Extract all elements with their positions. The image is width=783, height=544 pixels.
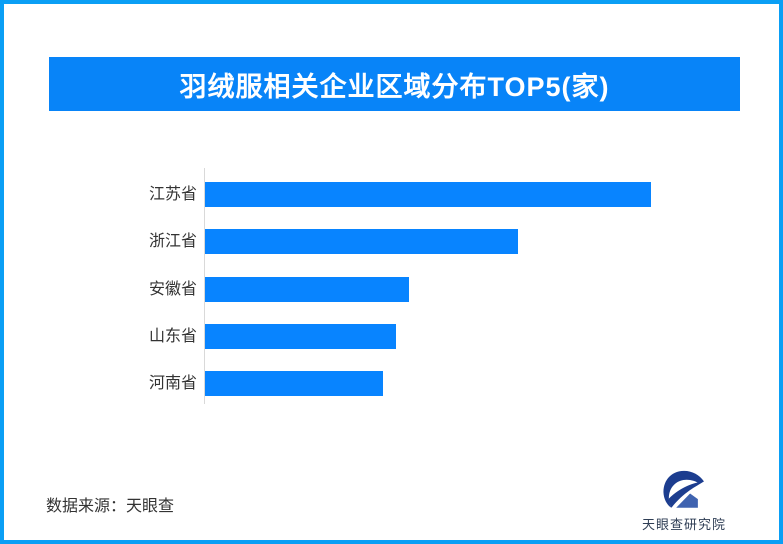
tianyancha-logo: 天眼查研究院 <box>629 468 739 533</box>
category-label: 浙江省 <box>148 233 197 251</box>
category-label: 山东省 <box>148 327 197 345</box>
bar <box>205 323 396 349</box>
y-axis-line <box>204 168 205 404</box>
bar-row: 安徽省 <box>4 276 779 302</box>
category-label: 江苏省 <box>148 186 197 203</box>
bar <box>205 276 409 302</box>
bar <box>205 182 651 207</box>
bar-row: 河南省 <box>4 371 779 397</box>
bar <box>205 229 518 255</box>
bar <box>205 371 383 397</box>
chart-title-banner: 羽绒服相关企业区域分布TOP5(家) <box>49 57 740 111</box>
category-label: 安徽省 <box>148 280 197 298</box>
category-label: 河南省 <box>148 375 197 393</box>
chart-title: 羽绒服相关企业区域分布TOP5(家) <box>179 71 610 102</box>
bar-row: 山东省 <box>4 323 779 349</box>
tianyancha-logo-icon <box>663 470 704 508</box>
bar-chart: 江苏省浙江省安徽省山东省河南省 <box>4 168 779 404</box>
bar-row: 浙江省 <box>4 229 779 255</box>
data-source-note: 数据来源：天眼查 <box>46 498 175 515</box>
bar-row: 江苏省 <box>4 182 779 207</box>
tianyancha-logo-text: 天眼查研究院 <box>641 517 726 532</box>
